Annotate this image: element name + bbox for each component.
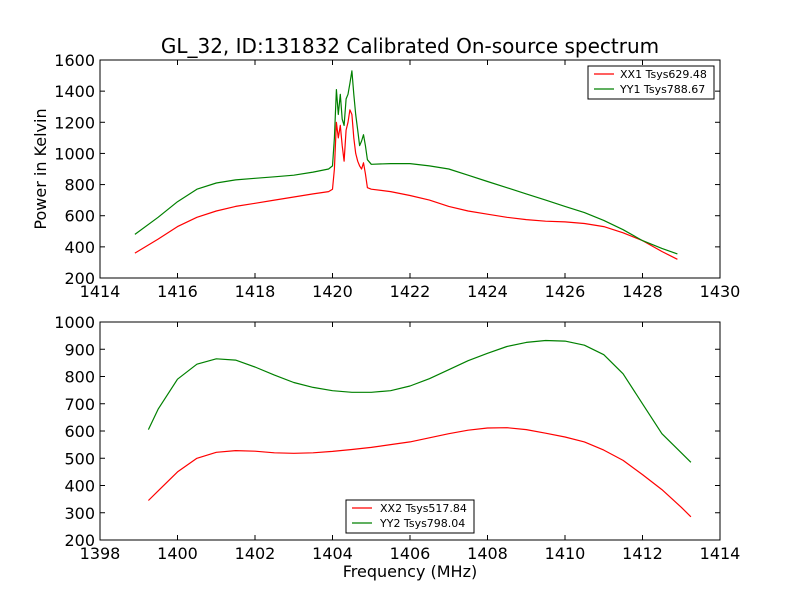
bottom-x-tick-label: 1412 — [622, 544, 663, 563]
bottom-x-axis-label: Frequency (MHz) — [343, 562, 477, 581]
top-plot-frame — [99, 59, 721, 279]
bottom-plot-frame — [99, 321, 721, 541]
top-legend-label-xx1: XX1 Tsys629.48 — [620, 68, 707, 81]
bottom-x-tick-label: 1408 — [467, 544, 508, 563]
bottom-x-tick-label: 1406 — [390, 544, 431, 563]
top-x-tick-label: 1422 — [390, 282, 431, 301]
bottom-x-tick-label: 1410 — [545, 544, 586, 563]
top-y-tick-label: 1200 — [54, 113, 95, 132]
top-y-tick-label: 1000 — [54, 144, 95, 163]
top-x-tick-label: 1420 — [312, 282, 353, 301]
top-spectrum-panel: GL_32, ID:131832 Calibrated On-source sp… — [31, 34, 740, 301]
bottom-legend: XX2 Tsys517.84 YY2 Tsys798.04 — [345, 499, 475, 534]
bottom-y-tick-label: 600 — [64, 422, 95, 441]
top-y-tick-label: 1600 — [54, 51, 95, 70]
bottom-x-tick-label: 1404 — [312, 544, 353, 563]
bottom-y-tick-label: 200 — [64, 531, 95, 550]
top-x-tick-label: 1416 — [157, 282, 198, 301]
top-legend-box — [587, 65, 715, 100]
bottom-y-tick-label: 500 — [64, 449, 95, 468]
top-legend: XX1 Tsys629.48 YY1 Tsys788.67 — [587, 65, 715, 100]
top-legend-label-yy1: YY1 Tsys788.67 — [619, 83, 705, 96]
bottom-legend-box — [345, 499, 475, 534]
top-series-line-xx1 — [134, 109, 678, 260]
top-y-axis-label: Power in Kelvin — [31, 108, 50, 229]
bottom-series-line-yy2 — [147, 339, 692, 463]
top-y-tick-label: 1400 — [54, 82, 95, 101]
bottom-x-tick-label: 1400 — [157, 544, 198, 563]
top-y-tick-label: 400 — [64, 238, 95, 257]
bottom-y-tick-label: 700 — [64, 395, 95, 414]
bottom-series-line-xx2 — [147, 427, 692, 518]
bottom-legend-label-xx2: XX2 Tsys517.84 — [380, 502, 467, 515]
bottom-legend-label-yy2: YY2 Tsys798.04 — [379, 517, 465, 530]
top-ticks: 1414 1416 1418 1420 1422 1424 1426 1428 1430 200 4… — [54, 51, 740, 301]
top-x-tick-label: 1428 — [622, 282, 663, 301]
top-x-tick-label: 1424 — [467, 282, 508, 301]
bottom-y-tick-label: 800 — [64, 368, 95, 387]
bottom-y-tick-label: 1000 — [54, 313, 95, 332]
top-chart-title: GL_32, ID:131832 Calibrated On-source sp… — [161, 34, 659, 58]
bottom-ticks: 1398 1400 1402 1404 1406 1408 1410 1412 1414 200 3… — [54, 313, 740, 563]
bottom-y-tick-label: 400 — [64, 477, 95, 496]
top-x-tick-label: 1414 — [80, 282, 121, 301]
bottom-spectrum-panel: Frequency (MHz) 1398 1400 1402 1404 1406 1408… — [54, 313, 740, 581]
bottom-x-tick-label: 1414 — [700, 544, 741, 563]
top-y-tick-label: 200 — [64, 269, 95, 288]
top-series — [134, 70, 678, 260]
bottom-y-tick-label: 900 — [64, 340, 95, 359]
top-y-tick-label: 600 — [64, 207, 95, 226]
top-y-tick-label: 800 — [64, 176, 95, 195]
bottom-x-tick-label: 1402 — [235, 544, 276, 563]
top-series-line-yy1 — [134, 70, 678, 255]
top-x-tick-label: 1426 — [545, 282, 586, 301]
top-x-tick-label: 1418 — [235, 282, 276, 301]
bottom-y-tick-label: 300 — [64, 504, 95, 523]
top-x-tick-label: 1430 — [700, 282, 741, 301]
bottom-x-tick-label: 1398 — [80, 544, 121, 563]
bottom-series — [147, 339, 692, 518]
